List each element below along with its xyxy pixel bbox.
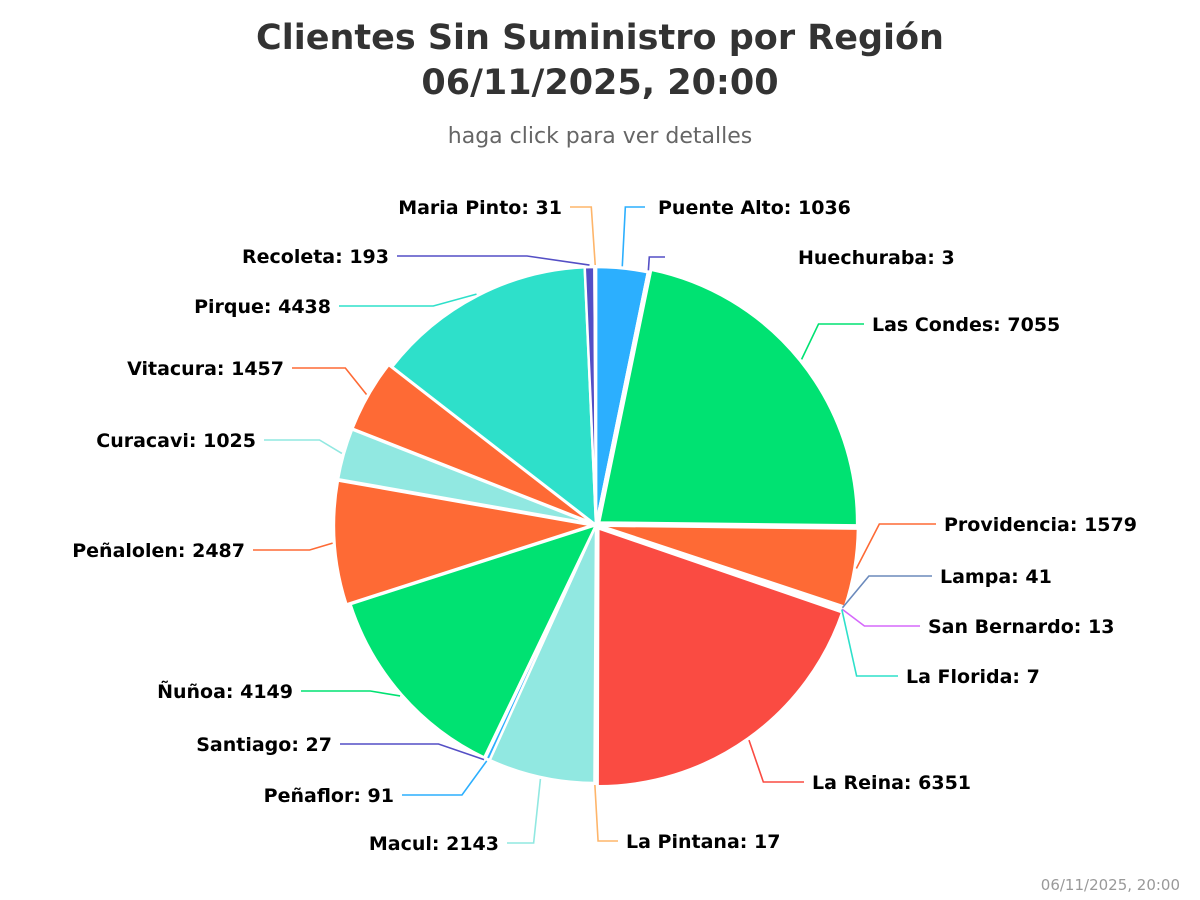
pie-slice-penalolen[interactable] <box>332 479 594 606</box>
pie-slice-macul[interactable] <box>488 523 598 785</box>
data-label-la-reina: La Reina: 6351 <box>812 772 971 794</box>
slice-labels: Puente Alto: 1036 Huechuraba: 3 Las Condes… <box>72 197 1137 855</box>
connector-nunoa <box>301 690 401 697</box>
data-label-penaflor: Peñaflor: 91 <box>264 785 394 807</box>
data-label-macul: Macul: 2143 <box>369 833 499 855</box>
label-connectors <box>253 206 936 844</box>
data-label-maria-pinto: Maria Pinto: 31 <box>398 197 562 219</box>
chart-subtitle[interactable]: haga click para ver detalles <box>448 124 752 149</box>
chart-title-line-2: 06/11/2025, 20:00 <box>421 63 778 103</box>
pie-slice-nunoa[interactable] <box>349 523 598 759</box>
data-label-santiago: Santiago: 27 <box>196 734 332 756</box>
pie-slice-la-reina[interactable] <box>596 527 844 788</box>
chart-credits: 06/11/2025, 20:00 <box>1041 876 1180 894</box>
data-label-huechuraba: Huechuraba: 3 <box>798 247 955 269</box>
connector-lampa <box>841 575 932 609</box>
pie-slice-maria-pinto[interactable] <box>593 265 598 527</box>
pie-slice-la-florida[interactable] <box>594 523 842 611</box>
connector-curacavi <box>264 439 343 455</box>
connector-penaflor <box>402 760 488 796</box>
data-label-curacavi: Curacavi: 1025 <box>96 430 256 452</box>
data-label-la-pintana: La Pintana: 17 <box>626 831 780 853</box>
data-label-san-bernardo: San Bernardo: 13 <box>928 616 1114 638</box>
pie-slice-huechuraba[interactable] <box>594 271 650 527</box>
pie-slice-providencia[interactable] <box>598 524 860 609</box>
connector-la-florida <box>841 609 898 677</box>
pie-slice-las-condes[interactable] <box>597 268 859 527</box>
pie-slices <box>332 265 860 788</box>
connector-macul <box>507 778 542 844</box>
connector-san-bernardo <box>841 608 920 627</box>
data-label-pirque: Pirque: 4438 <box>194 296 331 318</box>
connector-pirque <box>339 293 477 307</box>
data-label-puente-alto: Puente Alto: 1036 <box>658 197 851 219</box>
data-label-lampa: Lampa: 41 <box>940 566 1052 588</box>
connector-huechuraba <box>647 256 665 271</box>
data-label-penalolen: Peñalolen: 2487 <box>72 540 245 562</box>
pie-slice-vitacura[interactable] <box>351 363 594 525</box>
data-label-la-florida: La Florida: 7 <box>906 666 1040 688</box>
connector-vitacura <box>292 367 368 395</box>
data-label-recoleta: Recoleta: 193 <box>242 246 389 268</box>
data-label-las-condes: Las Condes: 7055 <box>872 314 1060 336</box>
connector-la-pintana <box>594 784 618 842</box>
data-label-nunoa: Ñuñoa: 4149 <box>157 679 293 703</box>
connector-santiago <box>340 743 485 761</box>
connector-las-condes <box>800 323 864 360</box>
connector-maria-pinto <box>570 206 597 266</box>
connector-puente-alto <box>621 206 645 267</box>
chart-title-line-1: Clientes Sin Suministro por Región <box>256 18 944 58</box>
connector-providencia <box>855 523 936 569</box>
data-label-providencia: Providencia: 1579 <box>944 514 1137 536</box>
connector-la-reina <box>748 739 804 783</box>
pie-slice-pirque[interactable] <box>390 265 598 527</box>
connector-recoleta <box>397 255 590 266</box>
data-label-vitacura: Vitacura: 1457 <box>127 358 284 380</box>
connector-penalolen <box>253 542 333 551</box>
